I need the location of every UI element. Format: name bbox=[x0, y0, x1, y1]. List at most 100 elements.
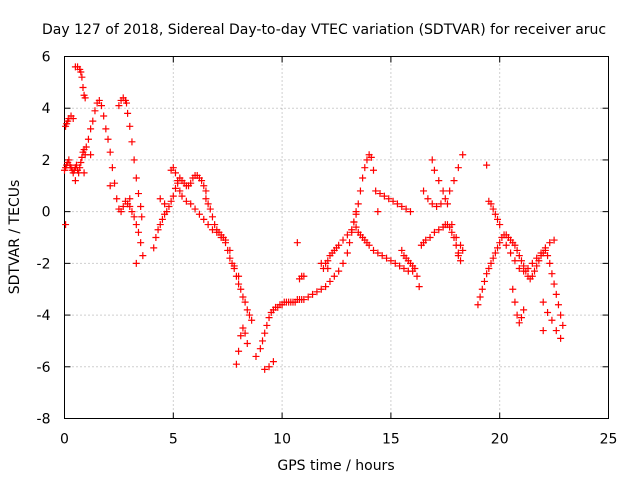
data-point bbox=[71, 177, 79, 185]
data-point bbox=[457, 257, 465, 265]
data-point bbox=[128, 208, 136, 216]
data-point bbox=[513, 311, 521, 319]
data-point bbox=[557, 334, 565, 342]
data-point bbox=[544, 252, 552, 260]
data-point bbox=[156, 221, 164, 229]
x-tick-label: 0 bbox=[60, 432, 69, 448]
x-tick-labels: 0 5 10 15 20 25 bbox=[60, 432, 617, 448]
data-point bbox=[230, 262, 238, 270]
data-point bbox=[165, 202, 173, 210]
data-point bbox=[204, 200, 212, 208]
data-point bbox=[413, 272, 421, 280]
data-point bbox=[400, 265, 408, 273]
data-point bbox=[138, 213, 146, 221]
data-point bbox=[550, 236, 558, 244]
data-point bbox=[424, 195, 432, 203]
data-point bbox=[359, 174, 367, 182]
data-point bbox=[346, 239, 354, 247]
data-point bbox=[198, 177, 206, 185]
data-point bbox=[150, 244, 158, 252]
data-point bbox=[533, 262, 541, 270]
data-point bbox=[441, 195, 449, 203]
data-point bbox=[515, 265, 523, 273]
data-point bbox=[435, 226, 443, 234]
y-tick-labels: -8 -6 -4 -2 0 2 4 6 bbox=[37, 50, 51, 428]
data-point bbox=[546, 239, 554, 247]
data-point bbox=[480, 277, 488, 285]
chart-title: Day 127 of 2018, Sidereal Day-to-day VTE… bbox=[42, 22, 606, 38]
data-point bbox=[339, 259, 347, 267]
data-point bbox=[369, 246, 377, 254]
data-point bbox=[237, 332, 245, 340]
data-point bbox=[206, 205, 214, 213]
data-point bbox=[494, 215, 502, 223]
data-point bbox=[79, 84, 87, 92]
data-point bbox=[132, 259, 140, 267]
data-point bbox=[261, 365, 269, 373]
data-point bbox=[483, 161, 491, 169]
data-point bbox=[374, 249, 382, 257]
data-point bbox=[433, 202, 441, 210]
data-point bbox=[91, 107, 99, 115]
data-point bbox=[252, 352, 260, 360]
data-point bbox=[208, 213, 216, 221]
data-point bbox=[158, 215, 166, 223]
data-point bbox=[104, 135, 112, 143]
data-point bbox=[459, 246, 467, 254]
data-point bbox=[430, 166, 438, 174]
y-tick-label: 6 bbox=[42, 50, 51, 66]
data-point bbox=[380, 192, 388, 200]
data-point bbox=[111, 179, 119, 187]
data-point bbox=[513, 246, 521, 254]
data-point bbox=[352, 223, 360, 231]
data-point bbox=[235, 347, 243, 355]
data-point bbox=[309, 290, 317, 298]
data-point bbox=[398, 246, 406, 254]
data-point bbox=[80, 169, 88, 177]
data-point bbox=[130, 213, 138, 221]
data-point bbox=[428, 156, 436, 164]
data-point bbox=[169, 192, 177, 200]
data-point bbox=[544, 308, 552, 316]
y-tick-label: -4 bbox=[37, 308, 51, 324]
data-point bbox=[367, 153, 375, 161]
data-point bbox=[123, 99, 131, 107]
data-point bbox=[239, 324, 247, 332]
data-point bbox=[474, 301, 482, 309]
data-point bbox=[304, 293, 312, 301]
data-point bbox=[515, 252, 523, 260]
data-point bbox=[454, 164, 462, 172]
data-point bbox=[65, 156, 73, 164]
data-point bbox=[243, 306, 251, 314]
data-point bbox=[548, 270, 556, 278]
data-point bbox=[169, 164, 177, 172]
data-point bbox=[171, 169, 179, 177]
data-point bbox=[478, 285, 486, 293]
data-point bbox=[450, 177, 458, 185]
data-point bbox=[511, 241, 519, 249]
data-point bbox=[528, 259, 536, 267]
data-point bbox=[167, 197, 175, 205]
data-point bbox=[317, 285, 325, 293]
data-point bbox=[89, 117, 97, 125]
data-point bbox=[391, 259, 399, 267]
data-point bbox=[126, 202, 134, 210]
data-point bbox=[171, 184, 179, 192]
data-point bbox=[454, 252, 462, 260]
data-point bbox=[361, 164, 369, 172]
data-point bbox=[528, 272, 536, 280]
data-point bbox=[511, 257, 519, 265]
data-point bbox=[385, 195, 393, 203]
data-point bbox=[182, 197, 190, 205]
data-point bbox=[87, 151, 95, 159]
data-point bbox=[265, 363, 273, 371]
data-point bbox=[546, 259, 554, 267]
data-point bbox=[115, 102, 123, 110]
data-point bbox=[202, 187, 210, 195]
axis-ticks bbox=[64, 56, 609, 419]
data-point bbox=[339, 236, 347, 244]
data-point bbox=[411, 265, 419, 273]
data-point bbox=[137, 239, 145, 247]
data-point bbox=[204, 221, 212, 229]
